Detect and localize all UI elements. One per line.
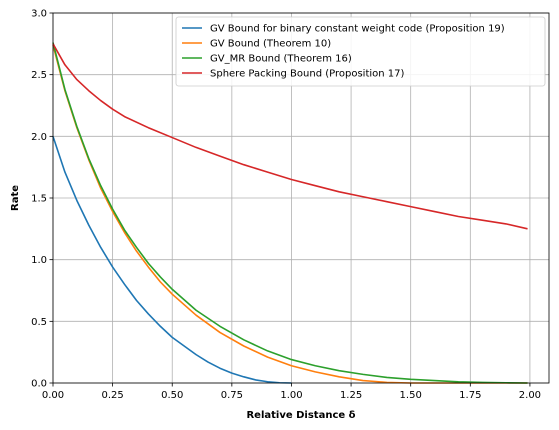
series-line-4 xyxy=(52,43,528,230)
x-tick-label: 2.00 xyxy=(519,390,541,401)
legend-entry: GV Bound for binary constant weight code… xyxy=(210,24,505,35)
legend-entry: GV Bound (Theorem 10) xyxy=(210,39,331,50)
legend: GV Bound for binary constant weight code… xyxy=(175,16,546,87)
y-axis: 0.0 0.5 1.0 1.5 2.0 2.5 3.0 xyxy=(31,9,53,390)
y-tick-label: 2.0 xyxy=(31,132,47,143)
series-line-3 xyxy=(52,42,528,384)
y-tick-label: 1.0 xyxy=(31,255,47,266)
x-axis-label: Relative Distance δ xyxy=(246,410,355,421)
x-tick-label: 1.25 xyxy=(340,390,362,401)
series-line-2 xyxy=(52,44,528,384)
series-lines xyxy=(52,42,528,384)
y-axis-label: Rate xyxy=(10,185,21,211)
x-tick-label: 1.00 xyxy=(280,390,302,401)
x-tick-label: 0.00 xyxy=(42,390,64,401)
y-tick-label: 3.0 xyxy=(31,9,47,20)
x-tick-label: 1.50 xyxy=(400,390,422,401)
y-tick-label: 1.5 xyxy=(31,194,47,205)
x-tick-label: 0.25 xyxy=(101,390,123,401)
x-axis: 0.00 0.25 0.50 0.75 1.00 1.25 1.50 1.75 2.00 xyxy=(42,383,541,401)
legend-box xyxy=(175,16,546,87)
x-tick-label: 1.75 xyxy=(459,390,481,401)
legend-entry: Sphere Packing Bound (Proposition 17) xyxy=(210,69,405,80)
y-tick-label: 2.5 xyxy=(31,70,47,81)
y-tick-label: 0.0 xyxy=(31,379,47,390)
x-tick-label: 0.75 xyxy=(221,390,243,401)
legend-entry: GV_MR Bound (Theorem 16) xyxy=(210,54,352,65)
x-tick-label: 0.50 xyxy=(161,390,183,401)
y-tick-label: 0.5 xyxy=(31,317,47,328)
series-line-1 xyxy=(52,136,292,384)
